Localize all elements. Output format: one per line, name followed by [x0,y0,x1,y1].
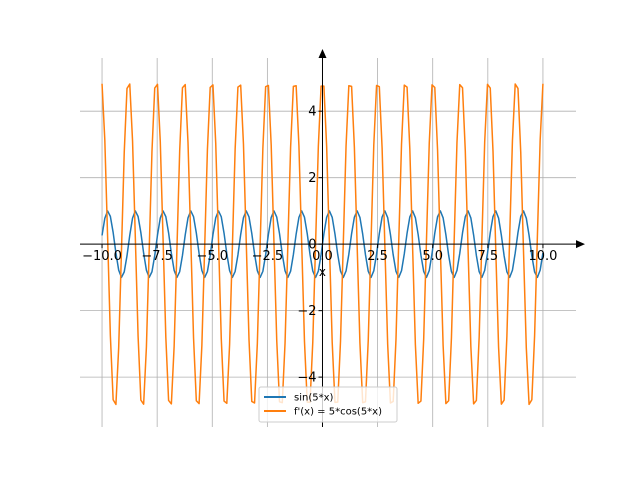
legend-entry-sin: sin(5*x) [294,393,334,404]
y-axis-arrow [318,49,327,58]
tick-labels: −10.0 −7.5 −5.0 −2.5 0.0 2.5 5.0 7.5 10.0 −4 −2 0 2 4 [82,105,557,386]
x-tick-label-2: −5.0 [196,249,228,264]
x-tick-label-0: −10.0 [82,249,122,264]
y-tick-label-0: −4 [297,371,316,386]
legend-entry-derivative: f'(x) = 5*cos(5*x) [294,407,382,418]
y-tick-label-4: 4 [308,105,316,120]
x-axis-arrow [576,240,585,249]
x-tick-label-1: −7.5 [141,249,173,264]
y-tick-label-1: −2 [297,304,316,319]
y-tick-label-2: 0 [308,238,316,253]
x-tick-label-5: 2.5 [367,249,388,264]
legend-box [258,386,398,423]
x-tick-label-3: −2.5 [252,249,284,264]
x-axis-label: x [319,265,326,279]
x-tick-label-7: 7.5 [477,249,498,264]
legend: sin(5*x) f'(x) = 5*cos(5*x) [258,386,398,423]
x-tick-label-8: 10.0 [528,249,557,264]
axes [80,49,585,427]
y-tick-label-3: 2 [308,171,316,186]
x-tick-label-4: 0.0 [312,249,333,264]
x-tick-label-6: 5.0 [422,249,443,264]
